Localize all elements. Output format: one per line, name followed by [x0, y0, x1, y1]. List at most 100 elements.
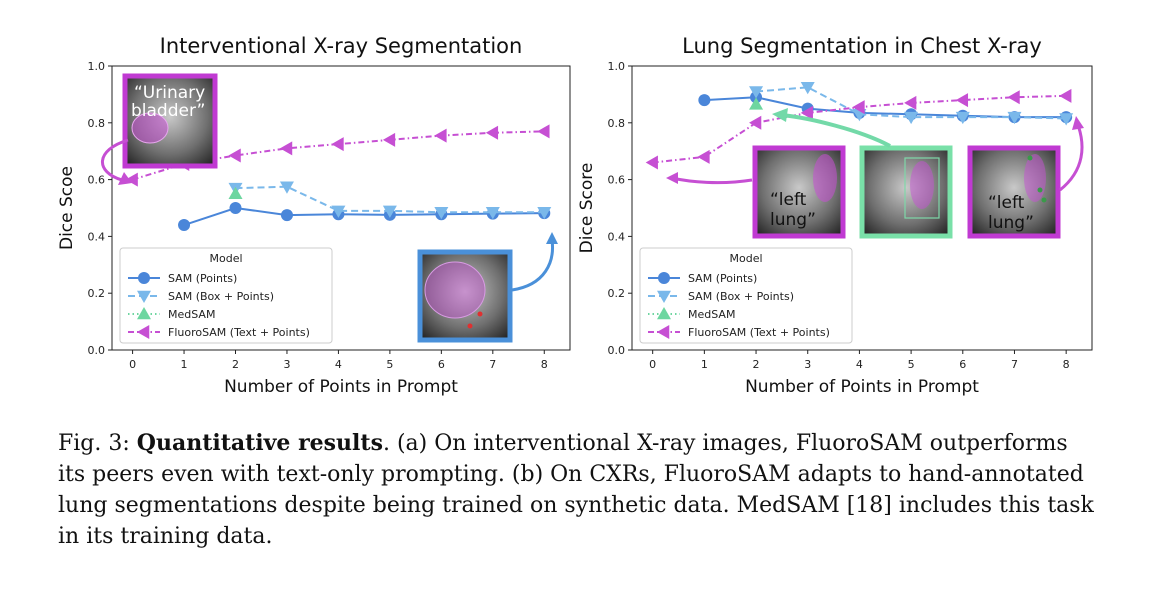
y-tick-label: 0.8	[88, 117, 106, 130]
legend-label: FluoroSAM (Text + Points)	[168, 326, 310, 339]
data-point	[955, 111, 970, 125]
data-point	[955, 93, 969, 108]
chart-panel-a: Interventional X-ray Segmentation 0 1 2 3 4 5 6…	[57, 34, 571, 397]
legend-item: SAM (Box + Points)	[648, 290, 794, 303]
legend-title: Model	[209, 252, 242, 265]
data-point	[178, 219, 191, 232]
y-tick-label: 1.0	[608, 60, 626, 73]
x-tick-label: 4	[856, 358, 863, 371]
xray-thumbnail	[122, 73, 218, 169]
segmentation-overlay	[424, 261, 486, 319]
data-point	[228, 148, 241, 163]
arrow-head	[666, 172, 678, 184]
legend: Model SAM (Points) SAM (Box + Points) MedSA…	[119, 247, 333, 344]
legend-label: SAM (Box + Points)	[688, 290, 794, 303]
y-tick-label: 1.0	[88, 60, 106, 73]
x-tick-label: 3	[283, 358, 290, 371]
data-point	[382, 205, 397, 218]
data-point	[137, 325, 150, 339]
chart-panel-b: Lung Segmentation in Chest X-ray 0 1 2 3 4 5 6 7…	[577, 34, 1093, 397]
box-prompt	[904, 157, 940, 219]
data-point	[1059, 113, 1074, 126]
data-point	[228, 186, 243, 200]
series-medsam	[749, 97, 764, 110]
caption-fig-label: Fig. 3:	[58, 431, 137, 456]
data-point	[137, 290, 151, 303]
data-point	[485, 207, 500, 220]
inset-label-line: lung”	[988, 213, 1034, 233]
series-medsam	[228, 186, 243, 200]
x-tick-label: 6	[438, 358, 445, 371]
y-axis-label: Dice Scoe	[57, 166, 77, 250]
data-point	[125, 172, 138, 187]
data-point	[800, 82, 815, 95]
arrow-head	[118, 172, 132, 185]
x-axis-label: Number of Points in Prompt	[224, 377, 458, 397]
data-point	[657, 325, 670, 339]
legend-label: MedSAM	[168, 308, 215, 321]
legend-box	[119, 247, 333, 344]
plot-frame	[111, 65, 571, 351]
data-point	[279, 181, 294, 194]
y-tick-label: 0.2	[88, 287, 106, 300]
prompt-point	[477, 311, 483, 317]
chart-title: Interventional X-ray Segmentation	[160, 34, 523, 58]
lung-overlay	[1024, 154, 1046, 202]
data-point	[657, 290, 671, 303]
arrow-head	[1072, 116, 1084, 130]
data-point	[749, 86, 764, 99]
data-point	[331, 205, 346, 218]
legend-label: MedSAM	[688, 308, 735, 321]
plot-frame	[631, 65, 1093, 351]
legend-label: SAM (Box + Points)	[168, 290, 274, 303]
prompt-point	[1027, 155, 1033, 161]
xray-thumbnail	[417, 249, 513, 343]
caption-text: . (a) On interventional X-ray images, Fl…	[58, 431, 1094, 549]
y-tick-label: 0.0	[608, 344, 626, 357]
data-point	[434, 207, 449, 220]
data-point	[382, 132, 396, 147]
legend-box	[639, 247, 853, 344]
data-point	[697, 149, 710, 164]
data-point	[537, 207, 552, 220]
data-point	[749, 97, 764, 110]
x-tick-label: 5	[908, 358, 915, 371]
data-point	[904, 95, 917, 110]
legend-label: SAM (Points)	[688, 272, 757, 285]
legend-item: MedSAM	[128, 307, 215, 321]
x-tick-label: 6	[959, 358, 966, 371]
legend-item: SAM (Points)	[648, 272, 757, 285]
data-point	[658, 272, 670, 284]
xray-thumbnail	[859, 145, 953, 239]
data-point	[1007, 111, 1022, 125]
inset-label-line: “left	[770, 190, 807, 210]
lung-overlay	[813, 154, 837, 202]
lung-overlay	[910, 161, 934, 209]
inset-label-line: “Urinary	[134, 83, 205, 103]
x-tick-label: 1	[701, 358, 708, 371]
annotation-arrow	[101, 138, 129, 182]
x-axis-label: Number of Points in Prompt	[745, 377, 979, 397]
data-point	[138, 272, 150, 284]
inset-blue-segmentation	[417, 232, 558, 343]
data-point	[229, 202, 242, 214]
bladder-overlay	[131, 112, 169, 144]
data-point	[800, 105, 813, 120]
legend-item: SAM (Box + Points)	[128, 290, 274, 303]
annotation-arrow	[511, 239, 555, 292]
legend-title: Model	[729, 252, 762, 265]
y-tick-label: 0.6	[88, 174, 106, 187]
data-point	[698, 94, 711, 107]
figure-canvas: Interventional X-ray Segmentation 0 1 2 3 4 5 6…	[57, 34, 1093, 397]
x-tick-label: 7	[489, 358, 496, 371]
x-tick-label: 4	[335, 358, 342, 371]
series-sam-box	[749, 82, 1074, 126]
annotation-arrow	[781, 113, 891, 148]
series-fluorosam	[645, 88, 1072, 170]
prompt-point	[1037, 187, 1043, 193]
data-point	[904, 111, 919, 125]
data-point	[852, 100, 865, 115]
y-axis-label: Dice Score	[577, 163, 597, 254]
